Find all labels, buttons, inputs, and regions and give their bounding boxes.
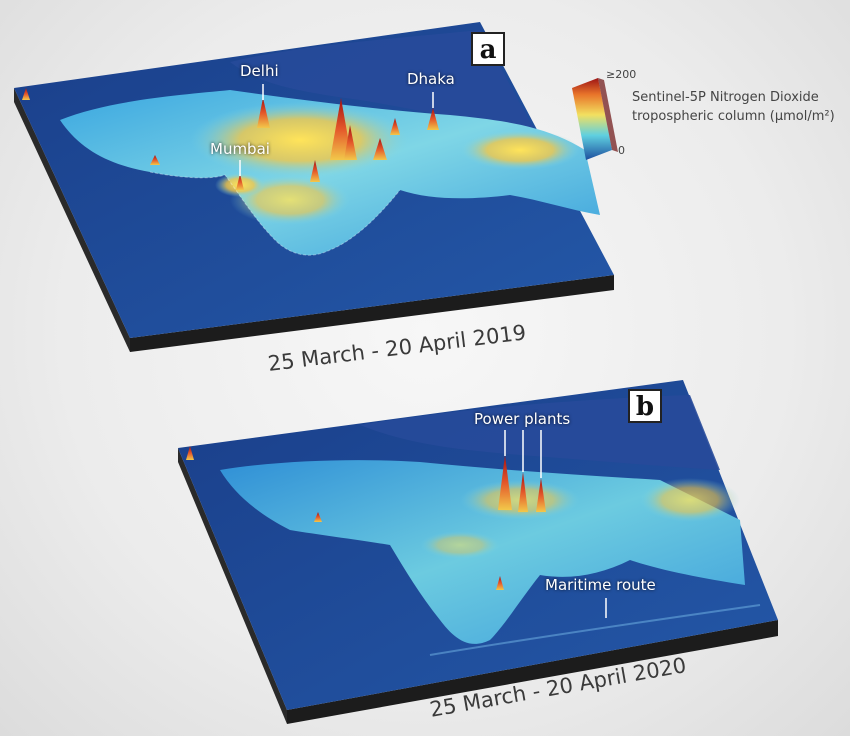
panel-a-base-left [14,88,130,352]
panel-b-base-left [178,448,287,724]
map-panel-a [14,22,614,352]
panel-a-peak-karachi [150,155,160,165]
panel-a-peak-central [310,160,320,182]
panel-b-peak-power-3 [536,478,546,512]
legend-title-line2: tropospheric column (µmol/m²) [632,109,835,124]
legend [572,78,618,160]
panel-b-peak-power-2 [518,472,528,512]
panel-a-peak-power-2 [344,125,357,160]
legend-color-bar [572,78,612,160]
panel-b-maritime-route [429,604,761,656]
legend-min-label: 0 [618,144,625,157]
city-label-dhaka: Dhaka [407,70,455,88]
panel-b-peak-west [186,446,194,460]
legend-title: Sentinel-5P Nitrogen Dioxide tropospheri… [632,88,835,126]
city-label-mumbai: Mumbai [210,140,270,158]
panel-a-peak-delhi [257,98,270,128]
panel-b-peak-karachi [314,512,322,522]
panel-b-label: b [628,389,662,423]
panel-a-peak-mumbai [236,174,244,190]
panel-a-east-glow [460,130,580,170]
panel-a-peak-power-3 [373,138,387,160]
panel-a-peak-dhaka [427,108,439,130]
panel-b-peak-power-1 [498,455,512,510]
panel-b-base-front [287,620,778,724]
legend-color-bar-side [598,78,618,152]
panel-b-peak-south [496,576,504,590]
city-label-delhi: Delhi [240,62,279,80]
annotation-power-plants: Power plants [474,410,571,428]
legend-max-label: ≥200 [606,68,637,81]
panel-a-peak-west [22,88,30,100]
annotation-maritime-route: Maritime route [545,576,656,594]
panel-a-base-front [130,275,614,352]
panel-b-central-glow [420,531,500,559]
map-panel-b [178,380,778,724]
panel-a-peak-power-4 [390,118,400,135]
panel-a-label: a [471,32,505,66]
panel-a-tibet [230,30,540,140]
panel-a-peak-power-1 [330,98,352,160]
panel-b-east-glow [640,478,740,522]
legend-title-line1: Sentinel-5P Nitrogen Dioxide [632,90,819,105]
panel-a-coastline [149,171,401,256]
